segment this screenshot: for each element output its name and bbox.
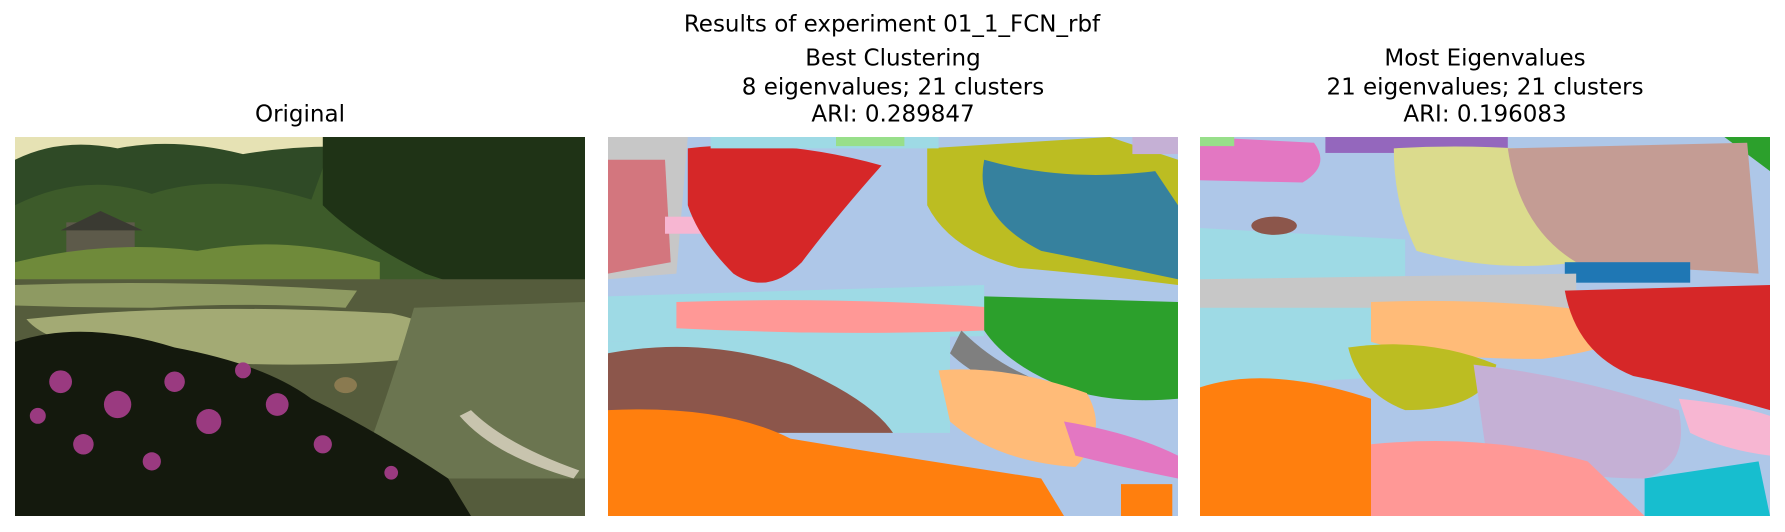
- segmentation-map: [1200, 137, 1770, 516]
- region: [1200, 273, 1577, 308]
- panel-title: Best Clustering: [805, 46, 980, 72]
- region: [1200, 137, 1235, 147]
- region: [1200, 378, 1371, 516]
- shape: [313, 435, 332, 454]
- shape: [142, 452, 161, 471]
- panel-title: Original: [255, 102, 345, 128]
- shape: [265, 393, 289, 416]
- shape: [49, 370, 72, 394]
- shape: [103, 390, 132, 419]
- region: [1348, 344, 1497, 411]
- region: [1644, 461, 1770, 516]
- roof: [60, 210, 143, 231]
- panel-title: 21 eigenvalues; 21 clusters: [1326, 75, 1643, 101]
- region: [938, 369, 1096, 468]
- panel-title: ARI: 0.196083: [1403, 102, 1566, 128]
- foreground: [15, 331, 471, 516]
- panel-title: Most Eigenvalues: [1384, 46, 1585, 72]
- region: [1564, 284, 1770, 411]
- region: [676, 300, 996, 333]
- region: [1251, 216, 1297, 235]
- region: [1564, 262, 1691, 283]
- panel-title: ARI: 0.289847: [811, 102, 974, 128]
- region: [1371, 441, 1645, 516]
- region: [1121, 484, 1173, 516]
- region: [982, 159, 1178, 280]
- region: [710, 137, 939, 149]
- shape: [73, 434, 94, 455]
- region: [1132, 137, 1178, 155]
- shape: [235, 362, 251, 379]
- boat: [459, 410, 580, 479]
- segmentation-map: [608, 137, 1178, 516]
- photo: [15, 137, 585, 516]
- flowers: [29, 362, 399, 480]
- bushes: [15, 244, 380, 285]
- shape: [384, 465, 399, 480]
- water: [357, 302, 585, 479]
- region: [1200, 137, 1321, 183]
- panel-title: 8 eigenvalues; 21 clusters: [742, 75, 1044, 101]
- region: [984, 296, 1178, 401]
- shape: [196, 409, 222, 435]
- figure-title: Results of experiment 01_1_FCN_rbf: [684, 12, 1101, 38]
- region: [1507, 142, 1759, 274]
- region: [1064, 421, 1178, 479]
- region: [836, 137, 905, 147]
- shape: [164, 371, 185, 392]
- region: [608, 159, 671, 274]
- rock: [334, 377, 357, 394]
- region: [608, 409, 1064, 516]
- lilies: [15, 283, 357, 308]
- region: [1678, 398, 1770, 456]
- region: [687, 145, 882, 283]
- shape: [29, 407, 46, 424]
